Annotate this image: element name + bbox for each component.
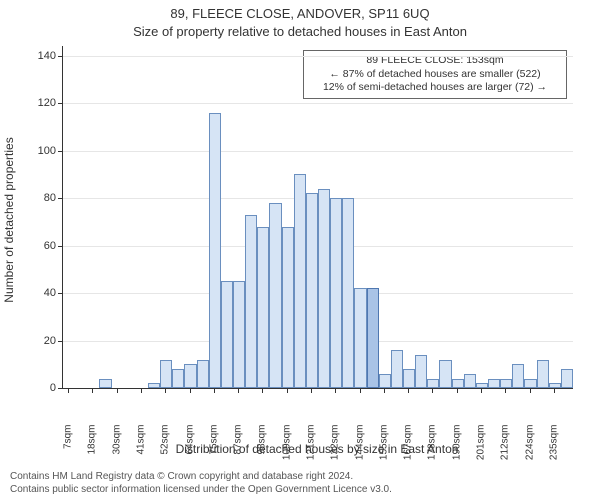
page-subtitle: Size of property relative to detached ho… (0, 24, 600, 39)
xtick-mark (165, 388, 166, 393)
ytick-mark (58, 293, 63, 294)
annotation-line2: ← 87% of detached houses are smaller (52… (310, 68, 560, 82)
ytick-label: 0 (26, 382, 56, 394)
histogram-bar-highlight (367, 288, 379, 388)
xtick-mark (432, 388, 433, 393)
ytick-mark (58, 388, 63, 389)
footer: Contains HM Land Registry data © Crown c… (10, 471, 590, 496)
histogram-bar (342, 198, 354, 388)
gridline (63, 151, 573, 152)
histogram-bar (500, 379, 512, 389)
ytick-mark (58, 103, 63, 104)
histogram-bar (172, 369, 184, 388)
ytick-mark (58, 56, 63, 57)
histogram-bar (99, 379, 111, 389)
x-axis-label: Distribution of detached houses by size … (62, 442, 572, 456)
histogram-bar (245, 215, 257, 388)
ytick-label: 120 (26, 97, 56, 109)
histogram-bar (209, 113, 221, 389)
histogram-bar (379, 374, 391, 388)
histogram-bar (354, 288, 366, 388)
histogram-bar (148, 383, 160, 388)
histogram-bar (197, 360, 209, 389)
ytick-label: 140 (26, 50, 56, 62)
histogram-bar (403, 369, 415, 388)
page-title: 89, FLEECE CLOSE, ANDOVER, SP11 6UQ (0, 6, 600, 21)
xtick-mark (311, 388, 312, 393)
xtick-mark (68, 388, 69, 393)
gridline (63, 56, 573, 57)
xtick-mark (530, 388, 531, 393)
xtick-mark (117, 388, 118, 393)
xtick-mark (287, 388, 288, 393)
y-axis-label: Number of detached properties (2, 30, 18, 410)
annotation-line3: 12% of semi-detached houses are larger (… (310, 81, 560, 95)
xtick-mark (335, 388, 336, 393)
xtick-mark (505, 388, 506, 393)
histogram-bar (488, 379, 500, 389)
xtick-mark (457, 388, 458, 393)
histogram-bar (439, 360, 451, 389)
xtick-mark (384, 388, 385, 393)
footer-line1: Contains HM Land Registry data © Crown c… (10, 471, 590, 484)
gridline (63, 103, 573, 104)
histogram-bar (330, 198, 342, 388)
histogram-bar (318, 189, 330, 389)
histogram-bar (160, 360, 172, 389)
ytick-label: 100 (26, 145, 56, 157)
histogram-bar (233, 281, 245, 388)
annotation-box: 89 FLEECE CLOSE: 153sqm ← 87% of detache… (303, 50, 567, 99)
xtick-mark (360, 388, 361, 393)
histogram-bar (452, 379, 464, 389)
xtick-mark (238, 388, 239, 393)
histogram-bar (464, 374, 476, 388)
histogram-bar (221, 281, 233, 388)
xtick-mark (408, 388, 409, 393)
ytick-label: 40 (26, 287, 56, 299)
xtick-mark (92, 388, 93, 393)
ytick-mark (58, 246, 63, 247)
histogram-bar (561, 369, 573, 388)
histogram-bar (512, 364, 524, 388)
histogram-bar (269, 203, 281, 388)
histogram-bar (257, 227, 269, 389)
ytick-label: 80 (26, 192, 56, 204)
xtick-mark (214, 388, 215, 393)
chart-root: 89, FLEECE CLOSE, ANDOVER, SP11 6UQ Size… (0, 0, 600, 500)
xtick-mark (262, 388, 263, 393)
histogram-bar (282, 227, 294, 389)
histogram-bar (415, 355, 427, 388)
xtick-mark (481, 388, 482, 393)
histogram-bar (537, 360, 549, 389)
histogram-bar (184, 364, 196, 388)
histogram-bar (524, 379, 536, 389)
histogram-bar (306, 193, 318, 388)
plot-area: 89 FLEECE CLOSE: 153sqm ← 87% of detache… (62, 46, 573, 389)
ytick-mark (58, 341, 63, 342)
histogram-bar (294, 174, 306, 388)
ytick-mark (58, 151, 63, 152)
xtick-mark (141, 388, 142, 393)
histogram-bar (391, 350, 403, 388)
footer-line2: Contains public sector information licen… (10, 484, 590, 497)
ytick-label: 60 (26, 240, 56, 252)
xtick-mark (554, 388, 555, 393)
xtick-mark (190, 388, 191, 393)
histogram-bar (427, 379, 439, 389)
ytick-mark (58, 198, 63, 199)
ytick-label: 20 (26, 335, 56, 347)
